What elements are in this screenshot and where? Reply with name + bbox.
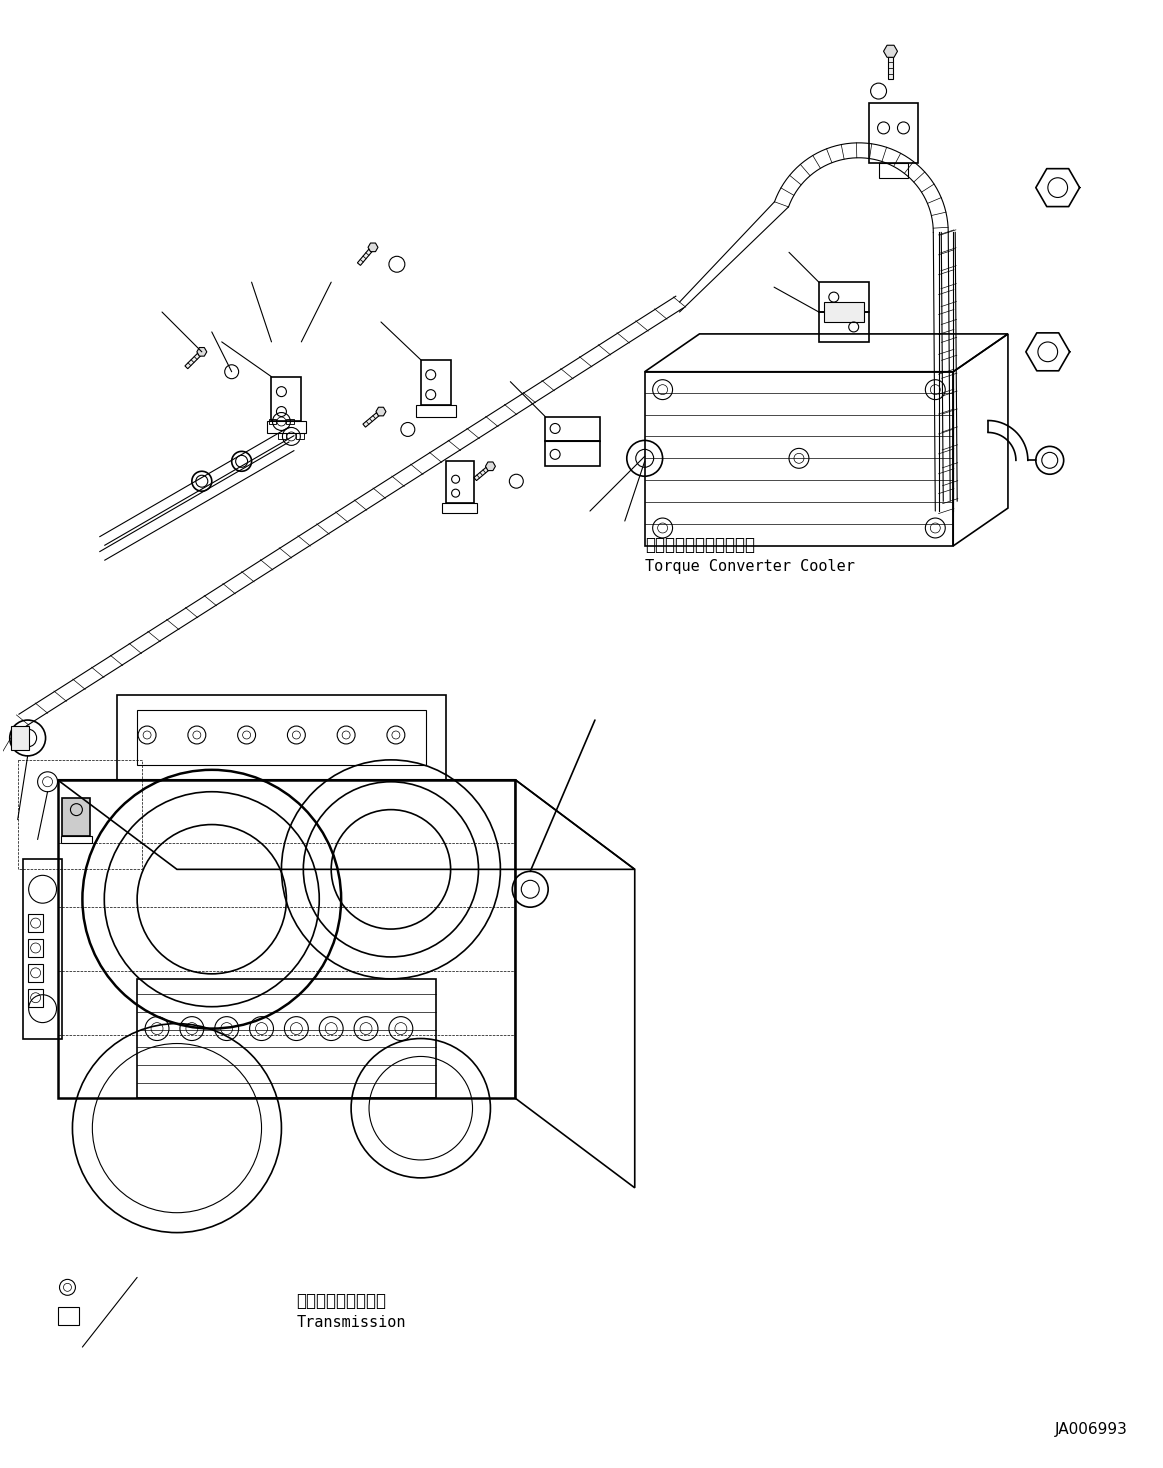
Bar (28, 964, 43, 982)
Bar (269, 418, 277, 424)
Polygon shape (357, 247, 374, 266)
Text: JA006993: JA006993 (1055, 1421, 1127, 1437)
Text: トルクコンバータクーラ: トルクコンバータクーラ (644, 536, 755, 553)
Bar (57, 1307, 79, 1326)
Bar (819, 313, 869, 342)
Text: Torque Converter Cooler: Torque Converter Cooler (644, 559, 855, 574)
Polygon shape (185, 351, 204, 368)
Text: トランスミッション: トランスミッション (297, 1292, 386, 1311)
Bar (63, 797, 91, 835)
Bar (869, 103, 919, 163)
Bar (28, 940, 43, 957)
Bar (445, 461, 473, 504)
Bar (137, 979, 436, 1098)
Bar (10, 727, 29, 750)
Bar (28, 989, 43, 1007)
Polygon shape (376, 407, 386, 415)
Polygon shape (197, 348, 207, 357)
Polygon shape (884, 46, 898, 57)
Bar (137, 711, 426, 765)
Bar (545, 417, 600, 442)
Bar (878, 163, 908, 178)
Bar (278, 433, 286, 439)
Bar (117, 696, 445, 780)
Bar (60, 835, 92, 844)
Polygon shape (363, 410, 383, 427)
Bar (442, 504, 478, 512)
Bar (644, 371, 954, 546)
Bar (286, 418, 294, 424)
Text: Transmission: Transmission (297, 1315, 406, 1330)
Polygon shape (485, 462, 495, 471)
Bar (416, 405, 456, 417)
Bar (545, 442, 600, 467)
Polygon shape (887, 51, 893, 79)
Bar (23, 859, 63, 1038)
Bar (297, 433, 305, 439)
Bar (28, 915, 43, 932)
Polygon shape (368, 244, 378, 251)
Bar (271, 377, 301, 421)
Polygon shape (473, 465, 492, 480)
Bar (57, 780, 515, 1098)
Bar (266, 421, 306, 433)
Bar (819, 282, 869, 313)
Bar (823, 302, 864, 321)
Bar (421, 360, 450, 405)
